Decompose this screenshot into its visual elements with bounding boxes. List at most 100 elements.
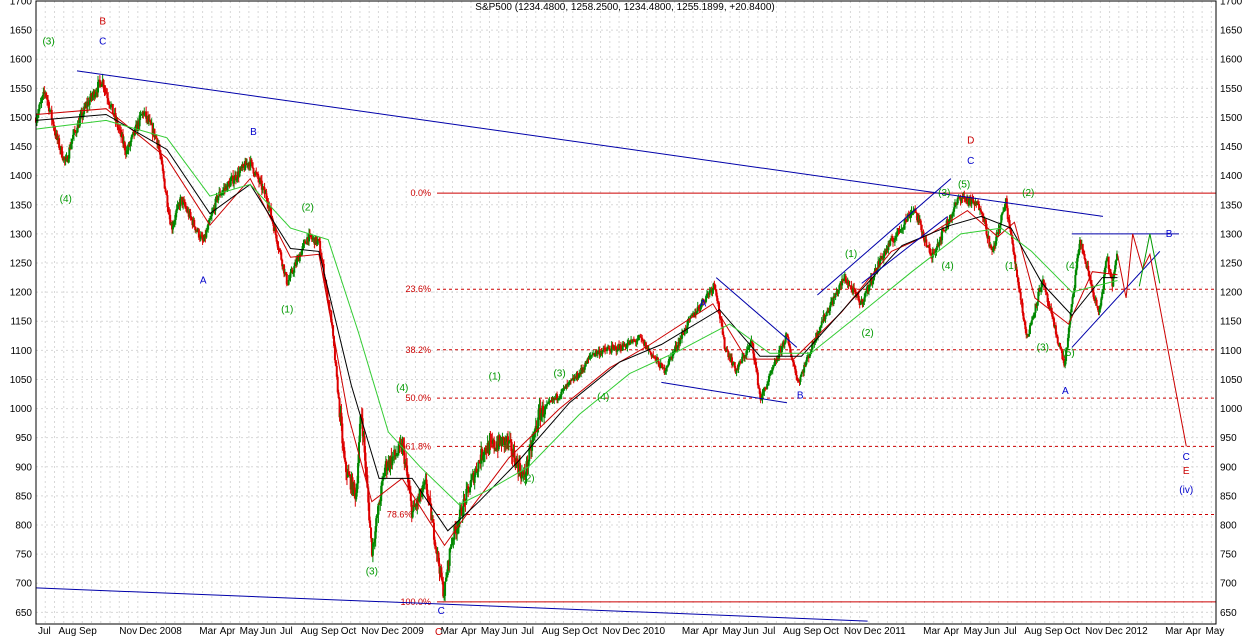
x-tick-label: Jul (763, 626, 776, 636)
price-bar-body (1085, 263, 1088, 268)
price-bar-body (41, 95, 44, 100)
price-bar-body (587, 358, 590, 360)
price-bar-body (221, 190, 224, 193)
wave-label: C (435, 627, 442, 636)
price-bar-body (208, 218, 211, 220)
price-bar-body (532, 433, 535, 438)
price-bar-body (626, 343, 629, 348)
price-bar-body (356, 483, 359, 493)
price-bar-body (580, 367, 583, 374)
price-bar-body (319, 240, 322, 253)
price-bar-body (1114, 265, 1117, 272)
price-bar-body (1016, 269, 1019, 278)
axes: 650 650 700 700 750 750 800 800 850 850 900 900 950 9… (10, 0, 1243, 636)
price-bar-body (841, 278, 844, 286)
price-bar-body (184, 201, 187, 207)
price-bar-body (263, 187, 266, 194)
fib-level-label: 61.8% (405, 441, 431, 451)
x-tick-label: Oct (341, 626, 357, 636)
price-bar-body (995, 232, 998, 241)
price-bar-body (372, 542, 375, 544)
price-bar-body (469, 487, 472, 493)
wave-label: (2) (522, 473, 534, 484)
price-bar-body (373, 538, 376, 543)
x-tick-label: Sep (562, 626, 580, 636)
price-bar-body (1013, 251, 1016, 255)
y-tick-label-right: 1550 (1220, 84, 1243, 95)
y-tick-label-right: 850 (1220, 491, 1237, 502)
price-bar-body (353, 482, 356, 490)
price-bar-body (165, 192, 168, 196)
price-bar-body (795, 375, 798, 381)
price-bar-body (291, 270, 294, 273)
price-bar-body (449, 546, 452, 549)
price-bar-body (565, 384, 568, 389)
price-bar-body (1022, 312, 1025, 320)
price-bar-body (226, 181, 229, 191)
price-bar-body (1090, 284, 1093, 289)
price-bar-body (943, 230, 946, 232)
price-bar-body (972, 200, 975, 204)
x-tick-label: Nov (119, 626, 137, 636)
moving-average-line (35, 113, 1118, 532)
price-bar-body (525, 461, 528, 477)
price-bar-body (450, 544, 453, 547)
price-bar-body (58, 138, 61, 148)
price-bar-body (547, 401, 550, 403)
price-bar-body (363, 436, 366, 453)
price-bar-body (793, 365, 796, 370)
price-bar-body (461, 514, 464, 516)
price-bar-body (751, 339, 754, 344)
price-bar-body (138, 115, 141, 127)
price-bar-body (217, 196, 220, 201)
price-bar-body (760, 399, 763, 401)
y-tick-label-left: 850 (15, 491, 32, 502)
price-bar-body (357, 442, 360, 464)
price-bar-body (864, 292, 867, 298)
price-bar-body (74, 131, 77, 133)
price-bar-body (284, 272, 287, 274)
price-bars (35, 73, 1118, 602)
price-bar-body (1024, 321, 1027, 330)
price-bar-body (591, 354, 594, 356)
price-bar-body (944, 229, 947, 231)
price-bar-body (276, 241, 279, 247)
price-bar-body (780, 346, 783, 353)
price-bar-body (443, 595, 446, 597)
price-bar-body (792, 362, 795, 366)
price-bar-body (368, 502, 371, 521)
price-bar-body (713, 283, 716, 286)
price-bar-body (650, 352, 653, 357)
price-bar-body (697, 306, 700, 308)
y-tick-label-left: 750 (15, 550, 32, 561)
moving-average-line (35, 108, 1118, 547)
price-bar-body (1065, 347, 1068, 350)
price-bar-body (342, 443, 345, 448)
price-bar-body (126, 150, 129, 152)
price-bar-body (550, 400, 553, 402)
price-bar-body (433, 539, 436, 546)
price-bar-body (681, 332, 684, 335)
y-tick-label-left: 950 (15, 433, 32, 444)
price-bar-body (203, 234, 206, 242)
price-bar-body (893, 238, 896, 243)
wave-label: (3) (938, 188, 950, 199)
x-tick-label: Jul (521, 626, 534, 636)
price-bar-body (1071, 296, 1074, 305)
price-bar-body (625, 347, 628, 349)
price-bar-body (238, 170, 241, 177)
y-tick-label-right: 1200 (1220, 288, 1243, 299)
price-bar-body (365, 468, 368, 475)
price-bar-body (422, 484, 425, 486)
price-bar-body (446, 561, 449, 575)
price-bar-body (970, 198, 973, 204)
price-bar-body (323, 277, 326, 282)
x-tick-label: Apr (220, 626, 236, 636)
price-bar-body (88, 100, 91, 105)
price-bar-body (333, 336, 336, 347)
x-tick-label: 2008 (160, 626, 183, 636)
price-bar-body (583, 366, 586, 370)
wave-label: (5) (1062, 348, 1074, 359)
price-bar-body (714, 285, 717, 290)
price-bar-body (1010, 232, 1013, 236)
